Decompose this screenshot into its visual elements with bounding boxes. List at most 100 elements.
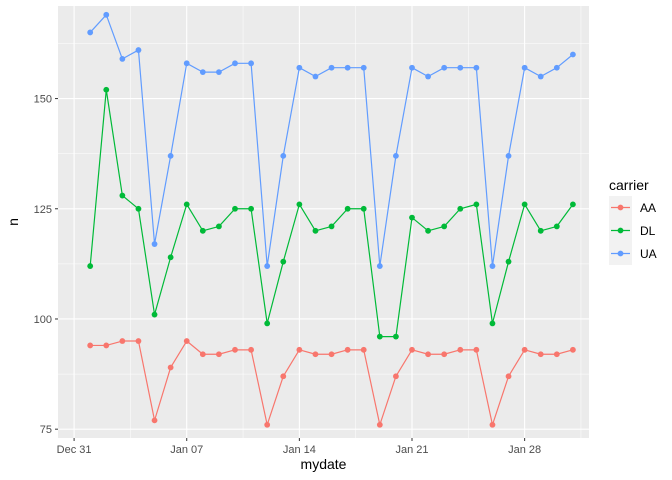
data-point-dl — [376, 333, 383, 340]
legend-key-dl — [609, 219, 632, 242]
data-point-aa — [489, 421, 496, 428]
data-point-dl — [425, 227, 431, 234]
data-point-ua — [135, 47, 142, 53]
data-point-ua — [103, 11, 110, 18]
x-tick-label: Jan 14 — [283, 444, 316, 456]
data-point-dl — [441, 223, 448, 230]
data-point-dl — [521, 201, 528, 208]
legend-key-point — [617, 204, 624, 211]
data-point-aa — [296, 346, 303, 353]
y-tick-label: 75 — [40, 424, 52, 436]
data-point-aa — [457, 346, 464, 353]
data-point-ua — [537, 73, 544, 80]
data-point-ua — [553, 64, 560, 71]
data-point-dl — [280, 258, 287, 265]
data-point-dl — [167, 254, 174, 261]
data-point-ua — [264, 263, 271, 269]
data-point-aa — [393, 373, 399, 380]
x-tick-label: Dec 31 — [57, 444, 92, 456]
data-point-aa — [570, 346, 576, 353]
y-tick-labels: 75 100 125 150 — [34, 94, 52, 437]
x-axis-title: mydate — [301, 456, 347, 472]
data-point-aa — [521, 346, 528, 353]
x-tick-labels: Dec 31 Jan 07 Jan 14 Jan 21 Jan 28 — [57, 444, 541, 456]
data-point-ua — [216, 69, 222, 76]
data-point-aa — [167, 364, 174, 371]
legend-title: carrier — [609, 177, 649, 193]
data-point-aa — [280, 373, 287, 380]
data-point-ua — [87, 29, 94, 36]
data-point-dl — [409, 214, 415, 221]
data-point-ua — [312, 73, 319, 80]
x-tick-label: Jan 21 — [395, 444, 428, 456]
data-point-ua — [328, 64, 335, 71]
data-point-dl — [232, 205, 238, 212]
data-point-aa — [425, 351, 431, 358]
data-point-ua — [505, 152, 512, 159]
x-tick-label: Jan 07 — [170, 444, 203, 456]
data-point-aa — [328, 351, 335, 358]
x-tick-label: Jan 28 — [508, 444, 541, 456]
legend-key-aa — [609, 196, 632, 219]
data-point-aa — [441, 351, 448, 358]
data-point-aa — [199, 351, 206, 358]
data-point-dl — [103, 86, 110, 93]
legend-label-ua: UA — [640, 247, 657, 261]
data-point-aa — [183, 338, 190, 344]
data-point-dl — [199, 227, 206, 234]
data-point-ua — [199, 69, 206, 76]
data-point-aa — [376, 421, 383, 428]
data-point-aa — [264, 421, 271, 428]
data-point-ua — [183, 60, 190, 67]
data-point-ua — [393, 152, 399, 159]
data-point-ua — [489, 263, 496, 269]
data-point-dl — [248, 205, 254, 212]
data-point-ua — [425, 73, 431, 80]
data-point-aa — [87, 342, 94, 349]
data-point-aa — [312, 351, 319, 358]
data-point-dl — [393, 333, 399, 340]
data-point-dl — [344, 205, 351, 212]
legend-key-point — [617, 227, 624, 234]
axis-ticks — [55, 98, 526, 441]
data-point-dl — [151, 311, 158, 318]
data-point-dl — [489, 320, 496, 327]
data-point-ua — [167, 152, 174, 159]
data-point-aa — [119, 338, 126, 344]
data-point-aa — [553, 351, 560, 358]
data-point-aa — [505, 373, 512, 380]
y-tick-label: 125 — [34, 204, 52, 216]
data-point-dl — [570, 201, 576, 208]
grid-major — [58, 6, 589, 438]
data-point-ua — [360, 64, 367, 71]
data-point-dl — [537, 227, 544, 234]
data-point-aa — [103, 342, 110, 349]
y-tick-label: 150 — [34, 94, 52, 106]
data-point-ua — [151, 241, 158, 247]
data-point-ua — [344, 64, 351, 71]
data-point-ua — [248, 60, 254, 67]
data-point-dl — [553, 223, 560, 230]
data-point-dl — [473, 201, 480, 208]
data-point-ua — [296, 64, 303, 71]
legend-label-dl: DL — [640, 224, 656, 238]
data-point-aa — [248, 346, 254, 353]
data-point-ua — [232, 60, 238, 67]
data-point-ua — [441, 64, 448, 71]
data-point-ua — [521, 64, 528, 71]
data-point-aa — [360, 346, 367, 353]
data-point-aa — [232, 346, 238, 353]
plot-panel — [58, 6, 589, 438]
data-point-dl — [505, 258, 512, 265]
data-point-aa — [344, 346, 351, 353]
data-point-dl — [119, 192, 126, 199]
data-point-ua — [473, 64, 480, 71]
series-layer — [87, 11, 576, 428]
data-point-dl — [457, 205, 464, 212]
data-point-aa — [537, 351, 544, 358]
legend-key-point — [617, 250, 624, 257]
data-point-aa — [151, 417, 158, 424]
data-point-ua — [570, 51, 576, 58]
data-point-dl — [216, 223, 222, 230]
